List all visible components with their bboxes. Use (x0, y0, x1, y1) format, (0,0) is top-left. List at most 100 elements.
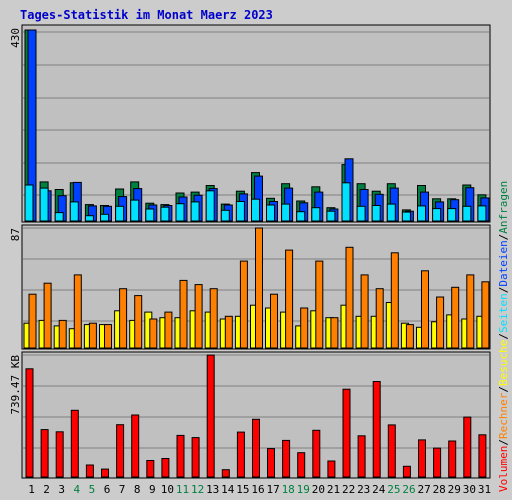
bar-rechner-day-12 (194, 284, 203, 349)
bar-seiten-day-2 (39, 187, 49, 222)
bar-seiten-day-22 (341, 182, 351, 222)
bar-rechner-day-29 (451, 286, 460, 349)
x-tick-label: 6 (104, 483, 111, 496)
x-tick-label: 11 (176, 483, 189, 496)
bar-rechner-day-3 (58, 319, 67, 349)
legend-separator: / (497, 234, 510, 241)
legend-rechner: Rechner (497, 392, 510, 439)
bar-volumen-day-2 (40, 429, 49, 478)
bar-rechner-day-30 (466, 274, 475, 349)
x-tick-label: 29 (448, 483, 461, 496)
bar-seiten-day-1 (24, 184, 34, 222)
bar-volumen-day-29 (448, 440, 457, 478)
bar-volumen-day-8 (131, 414, 140, 478)
bar-seiten-day-20 (311, 207, 321, 222)
bar-seiten-day-6 (100, 213, 109, 222)
x-axis-day-labels: 1 2 3 4 5 6 7 8 9 10 11 12 13 14 15 16 17 18 19 20 21 22 23 24 2… (28, 483, 491, 496)
legend-separator: / (497, 386, 510, 393)
x-tick-label: 19 (297, 483, 310, 496)
bar-seiten-day-14 (220, 209, 230, 222)
bar-seiten-day-4 (69, 201, 79, 222)
bar-seiten-day-8 (130, 199, 140, 222)
bar-seiten-day-18 (281, 203, 291, 222)
x-tick-label: 26 (402, 483, 415, 496)
bar-rechner-day-21 (330, 317, 339, 349)
legend-volumen: Volumen (497, 446, 510, 492)
bar-seiten-day-25 (386, 203, 396, 222)
bar-volumen-day-20 (312, 429, 321, 478)
bar-seiten-day-10 (160, 206, 170, 222)
bar-rechner-day-18 (285, 249, 294, 349)
x-tick-label: 7 (119, 483, 126, 496)
bar-volumen-day-11 (176, 434, 185, 478)
x-tick-label: 31 (478, 483, 491, 496)
x-tick-label: 14 (221, 483, 235, 496)
bar-rechner-day-26 (405, 324, 414, 349)
x-tick-label: 24 (372, 483, 386, 496)
bar-volumen-day-17 (267, 448, 275, 478)
bar-seiten-day-5 (84, 215, 94, 222)
x-tick-label: 5 (89, 483, 96, 496)
bar-rechner-day-11 (179, 279, 188, 349)
bar-volumen-day-4 (70, 409, 79, 478)
bar-rechner-day-20 (315, 260, 324, 349)
x-tick-label: 20 (312, 483, 325, 496)
x-tick-label: 23 (357, 483, 370, 496)
bars-layer (23, 29, 490, 478)
bar-seiten-day-21 (326, 210, 336, 222)
bar-seiten-day-12 (190, 201, 200, 222)
bar-volumen-day-3 (55, 431, 64, 478)
bar-rechner-day-22 (345, 246, 354, 349)
bar-rechner-day-27 (421, 270, 429, 349)
bar-rechner-day-2 (43, 282, 52, 349)
bar-volumen-day-18 (282, 439, 291, 478)
bar-volumen-day-12 (191, 437, 200, 478)
bar-volumen-day-25 (387, 424, 396, 478)
legend-dateien: Dateien (497, 240, 510, 286)
ymax-label-panel-3: 739.47 KB (9, 355, 22, 415)
bar-rechner-day-19 (300, 307, 309, 349)
bar-seiten-day-3 (54, 212, 64, 222)
bar-rechner-day-31 (481, 281, 490, 349)
bar-rechner-day-14 (224, 315, 233, 349)
bar-seiten-day-28 (432, 208, 442, 222)
bar-rechner-day-25 (390, 252, 399, 349)
x-tick-label: 28 (433, 483, 446, 496)
x-tick-label: 27 (417, 483, 430, 496)
bar-rechner-day-16 (255, 227, 263, 349)
bar-volumen-day-1 (25, 368, 34, 478)
legend-besuche: Besuche (497, 340, 510, 386)
bar-seiten-day-7 (115, 205, 125, 222)
x-tick-label: 21 (327, 483, 340, 496)
bar-rechner-day-13 (209, 288, 218, 349)
ymax-label-panel-2: 87 (9, 228, 22, 241)
bar-volumen-day-9 (146, 460, 155, 478)
bar-seiten-day-30 (462, 205, 472, 222)
bar-volumen-day-13 (206, 354, 215, 478)
legend-separator: / (497, 439, 510, 446)
bar-rechner-day-4 (73, 274, 82, 349)
bar-seiten-day-17 (266, 204, 275, 222)
bar-volumen-day-16 (252, 418, 260, 478)
bar-seiten-day-16 (251, 198, 260, 222)
bar-volumen-day-7 (116, 424, 125, 478)
bar-seiten-day-9 (145, 208, 155, 222)
bar-volumen-day-22 (342, 388, 351, 478)
ymax-label-panel-1: 430 (9, 28, 22, 48)
bar-rechner-day-17 (270, 293, 278, 349)
bar-seiten-day-19 (296, 211, 306, 222)
bar-seiten-day-13 (205, 190, 215, 222)
bar-rechner-day-23 (360, 274, 369, 349)
bar-volumen-day-23 (357, 435, 366, 478)
bar-rechner-day-15 (239, 260, 248, 349)
bar-volumen-day-15 (236, 431, 245, 478)
bar-volumen-day-14 (221, 469, 230, 478)
x-tick-label: 10 (161, 483, 174, 496)
x-tick-label: 4 (73, 483, 80, 496)
bar-volumen-day-27 (418, 439, 426, 478)
bar-seiten-day-29 (447, 208, 457, 222)
x-tick-label: 3 (58, 483, 65, 496)
bar-volumen-day-10 (161, 458, 170, 478)
x-tick-label: 2 (43, 483, 50, 496)
